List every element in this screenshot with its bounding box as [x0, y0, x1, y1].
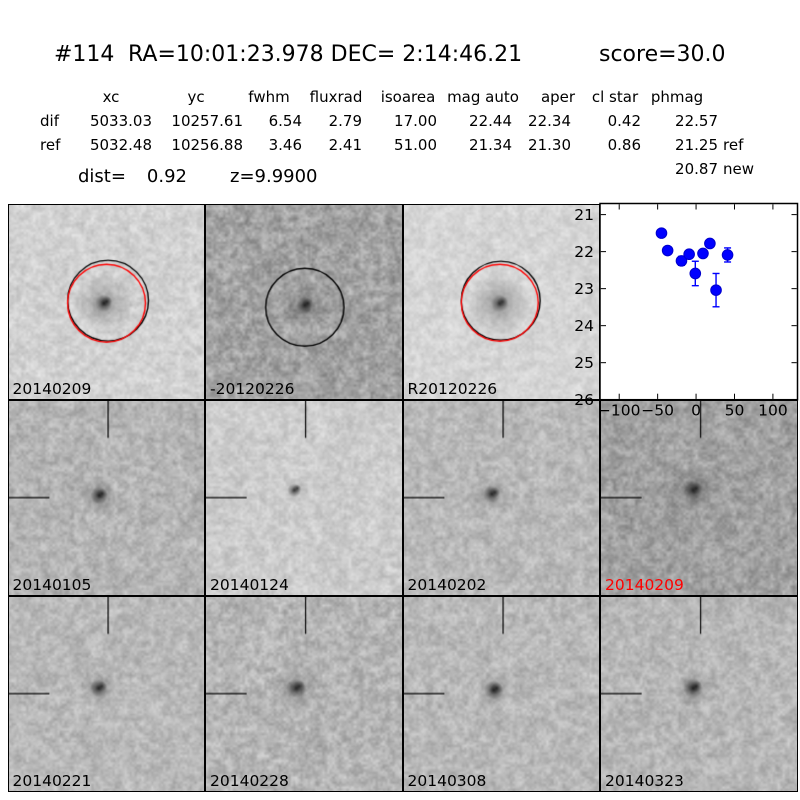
- row-label-dif: dif: [40, 112, 59, 130]
- value-ref-fluxrad: 2.41: [328, 136, 362, 154]
- cutout-panel-20140209: 20140209: [7, 203, 205, 400]
- cutout-label: 20140209: [605, 575, 684, 594]
- value-ref-aper: 21.30: [528, 136, 571, 154]
- value-dif-cl-star: 0.42: [607, 112, 641, 130]
- cutout-panel-20140209: 20140209: [600, 399, 798, 596]
- column-header-mag-auto: mag auto: [447, 88, 519, 106]
- value-ref-xc: 5032.48: [89, 136, 152, 154]
- candidate-id: #114: [54, 42, 115, 67]
- value-dif-aper: 22.34: [528, 112, 571, 130]
- cutout-label: -20120226: [210, 379, 295, 398]
- cutout-panel-m20120226: -20120226: [205, 203, 403, 400]
- value-dif-fluxrad: 2.79: [328, 112, 362, 130]
- cutout-image: [403, 400, 599, 595]
- data-point: [683, 248, 695, 261]
- cutout-label: 20140105: [12, 575, 92, 594]
- value-ref-yc: 10256.88: [171, 136, 243, 154]
- cutout-label: 20140202: [407, 575, 487, 594]
- cutout-image: [403, 596, 599, 792]
- data-point: [710, 284, 722, 296]
- cutout-image: [8, 596, 204, 792]
- cutout-label: 20140221: [12, 772, 92, 791]
- value-ref-mag-auto: 21.34: [469, 136, 512, 154]
- coordinates-text: RA=10:01:23.978 DEC= 2:14:46.21: [128, 42, 523, 67]
- suffix-ref: ref: [723, 136, 744, 154]
- value-dif-phmag: 22.57: [675, 112, 718, 130]
- cutout-panel-20140105: 20140105: [7, 399, 205, 596]
- value-dif-yc: 10257.61: [171, 112, 243, 130]
- value-ref-isoarea: 51.00: [394, 136, 437, 154]
- column-header-phmag: phmag: [650, 88, 704, 106]
- value-dif-xc: 5033.03: [89, 112, 152, 130]
- cutout-panel-20140308: 20140308: [402, 595, 600, 793]
- dist-label: dist=: [78, 166, 126, 187]
- column-header-yc: yc: [187, 88, 205, 106]
- cutout-image: [206, 204, 402, 399]
- cutout-image: [601, 596, 797, 792]
- value-phmag-extra: 20.87: [675, 160, 718, 178]
- column-header-fluxrad: fluxrad: [309, 88, 363, 106]
- cutout-image: [206, 596, 402, 792]
- data-point: [721, 249, 734, 261]
- column-header-aper: aper: [540, 88, 576, 106]
- column-header-cl-star: cl star: [591, 88, 639, 106]
- cutout-panel-20140124: 20140124: [205, 399, 403, 596]
- cutout-label: 20140209: [12, 379, 92, 398]
- cutout-image: [8, 400, 204, 595]
- cutout-label: 20140124: [210, 575, 289, 594]
- row-label-ref: ref: [40, 136, 61, 154]
- data-point: [704, 237, 716, 250]
- cutout-image: [403, 204, 599, 399]
- dist-value: 0.92: [146, 166, 187, 187]
- value-ref-cl-star: 0.86: [607, 136, 641, 154]
- cutout-label: 20140323: [605, 772, 684, 791]
- cutout-panel-R20120226: R20120226: [402, 203, 600, 400]
- data-point: [697, 247, 709, 260]
- cutout-image: [601, 400, 797, 595]
- redshift-value: z=9.9900: [230, 166, 318, 187]
- score-text: score=30.0: [599, 42, 726, 67]
- cutout-label: 20140228: [210, 772, 289, 791]
- light-curve-area: [599, 202, 799, 401]
- data-point: [689, 267, 702, 280]
- cutout-label: 20140308: [407, 772, 487, 791]
- cutout-panel-20140221: 20140221: [7, 595, 205, 793]
- cutout-image: [8, 204, 204, 399]
- suffix-new: new: [723, 160, 755, 178]
- value-dif-mag-auto: 22.44: [469, 112, 512, 130]
- cutout-panel-20140323: 20140323: [600, 595, 798, 793]
- column-header-xc: xc: [102, 88, 120, 106]
- value-ref-phmag: 21.25: [675, 136, 718, 154]
- data-point: [655, 227, 668, 239]
- data-point: [661, 244, 674, 257]
- dist-redshift-row: dist= 0.92 z=9.9900: [0, 167, 400, 189]
- column-header-fwhm: fwhm: [248, 88, 290, 106]
- data-point: [675, 255, 688, 267]
- cutout-image: [206, 400, 402, 595]
- value-dif-isoarea: 17.00: [394, 112, 437, 130]
- cutout-panel-20140228: 20140228: [205, 595, 403, 793]
- cutout-label: R20120226: [407, 379, 498, 398]
- value-dif-fwhm: 6.54: [268, 112, 302, 130]
- value-ref-fwhm: 3.46: [268, 136, 302, 154]
- title-row: #114 RA=10:01:23.978 DEC= 2:14:46.21 sco…: [0, 43, 800, 69]
- column-header-isoarea: isoarea: [380, 88, 436, 106]
- cutout-panel-20140202: 20140202: [402, 399, 600, 596]
